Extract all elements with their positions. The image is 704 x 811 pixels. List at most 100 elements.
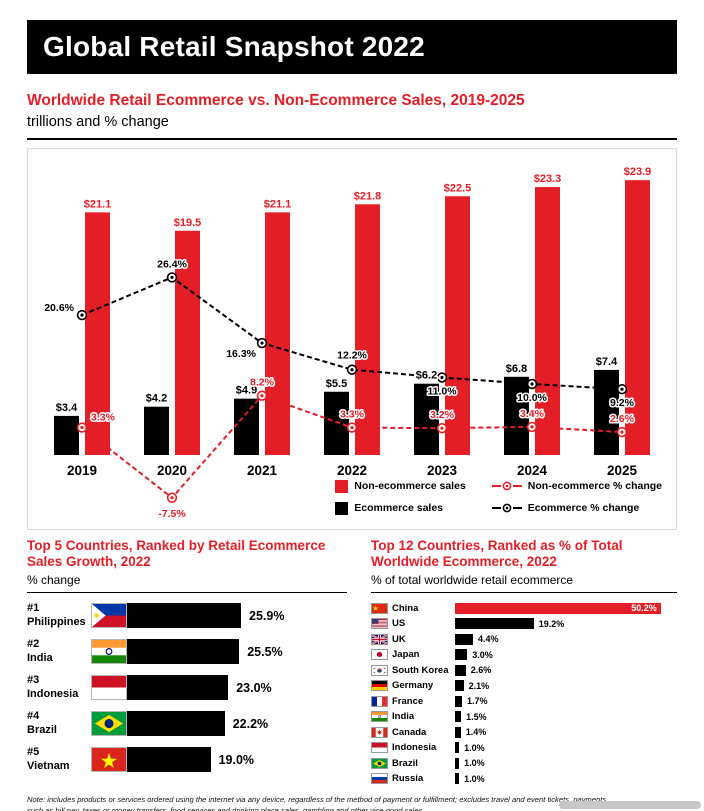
chart-legend: Non-ecommerce sales Non-ecommerce % chang… <box>335 479 662 515</box>
line-marker-dot-icon <box>350 425 354 429</box>
country-label: South Korea <box>392 664 449 676</box>
year-label: 2024 <box>517 463 548 478</box>
top5-subtitle: % change <box>27 572 81 587</box>
rank-country-label: #4 Brazil <box>27 710 91 738</box>
flag-brazil-icon <box>371 757 388 769</box>
share-value: 1.0% <box>464 758 485 769</box>
ecommerce-bar-value: $3.4 <box>56 401 78 413</box>
share-bar <box>455 773 460 785</box>
rank-country-label: #3 Indonesia <box>27 674 91 702</box>
non-ecommerce-bar-value: $21.8 <box>354 190 382 202</box>
country-label: UK <box>392 633 406 645</box>
top12-share-section: Top 12 Countries, Ranked as % of Total W… <box>371 538 677 789</box>
share-value: 1.7% <box>467 696 488 707</box>
share-value: 2.6% <box>470 665 492 676</box>
flag-us-icon <box>371 618 388 630</box>
share-value: 1.4% <box>465 727 487 738</box>
horizontal-scrollbar-thumb[interactable] <box>559 801 701 809</box>
top5-growth-section: Top 5 Countries, Ranked by Retail Ecomme… <box>27 538 347 789</box>
ecommerce-bar-value: $5.5 <box>326 377 347 389</box>
line-marker-dot-icon <box>440 426 444 430</box>
year-label: 2022 <box>337 463 367 478</box>
non-ecommerce-bar <box>175 230 200 455</box>
flag-philippines-icon <box>91 603 127 629</box>
top12-row-germany: Germany 2.1% <box>371 680 677 692</box>
non-ecommerce-bar-value: $23.3 <box>534 173 562 185</box>
ecommerce-bar-value: $7.4 <box>596 355 618 367</box>
ecommerce-bar-value: $6.8 <box>506 362 527 374</box>
legend-non-ecommerce-change: Non-ecommerce % change <box>491 480 662 493</box>
non-ecommerce-bar-value: $22.5 <box>444 182 472 194</box>
share-bar <box>455 726 461 738</box>
rank-country-label: #5 Vietnam <box>27 746 91 774</box>
ecommerce-change-value: 10.0% <box>517 392 547 404</box>
top12-row-japan: Japan 3.0% <box>371 649 677 661</box>
country-cell: France <box>371 695 455 707</box>
ecommerce-bar <box>54 415 79 455</box>
country-label: Vietnam <box>27 759 70 772</box>
growth-value: 19.0% <box>218 752 255 767</box>
top12-row-uk: UK 4.4% <box>371 633 677 645</box>
line-marker-dot-icon <box>620 387 624 391</box>
flag-japan-icon <box>371 649 388 661</box>
page-header: Global Retail Snapshot 2022 <box>27 20 677 74</box>
share-bar <box>455 664 466 676</box>
flag-indonesia-icon <box>371 742 388 754</box>
legend-line-icon <box>491 503 522 513</box>
share-value: 1.5% <box>466 711 487 722</box>
line-marker-dot-icon <box>620 430 624 434</box>
share-bar <box>455 649 468 661</box>
flag-south-korea-icon <box>371 664 388 676</box>
country-cell: Canada <box>371 726 455 738</box>
top12-row-us: US 19.2% <box>371 618 677 630</box>
year-label: 2019 <box>67 463 97 478</box>
legend-label: Non-ecommerce % change <box>527 480 662 493</box>
country-label: France <box>392 695 424 707</box>
line-marker-dot-icon <box>170 275 174 279</box>
country-label: India <box>27 651 53 664</box>
share-value: 19.2% <box>538 618 565 629</box>
title-rule <box>27 591 347 593</box>
share-bar <box>455 618 534 630</box>
year-label: 2020 <box>157 463 187 478</box>
growth-bar <box>127 639 240 665</box>
share-value: 3.0% <box>472 649 493 660</box>
footnote-line2: such as bill pay, taxes or money transfe… <box>27 805 423 811</box>
bottom-charts: Top 5 Countries, Ranked by Retail Ecomme… <box>27 538 677 789</box>
rank-country-label: #1 Philippines <box>27 602 91 630</box>
growth-value: 22.2% <box>232 716 269 731</box>
ecommerce-bar <box>414 383 439 455</box>
country-label: Brazil <box>392 757 418 769</box>
non-ecommerce-change-value: 8.2% <box>250 376 275 388</box>
year-label: 2021 <box>247 463 278 478</box>
line-marker-dot-icon <box>440 375 444 379</box>
top5-title: Top 5 Countries, Ranked by Retail Ecomme… <box>27 537 326 569</box>
flag-indonesia-icon <box>91 675 127 701</box>
ecommerce-bar <box>234 398 259 455</box>
country-label: India <box>392 711 415 723</box>
non-ecommerce-bar <box>625 179 650 455</box>
country-cell: Brazil <box>371 757 455 769</box>
ecommerce-change-value: 20.6% <box>44 302 74 314</box>
rank-label: #5 <box>27 746 40 759</box>
non-ecommerce-bar-value: $21.1 <box>264 198 292 210</box>
footnote-line1: Note: includes products or services orde… <box>27 794 607 804</box>
country-label: Japan <box>392 649 420 661</box>
non-ecommerce-bar-value: $19.5 <box>174 216 202 228</box>
top12-row-france: France 1.7% <box>371 695 677 707</box>
country-cell: Germany <box>371 680 455 692</box>
share-bar <box>455 680 464 692</box>
legend-label: Ecommerce % change <box>527 502 640 515</box>
ecommerce-change-value: 9.2% <box>610 397 635 409</box>
top12-row-brazil: Brazil 1.0% <box>371 757 677 769</box>
non-ecommerce-bar <box>535 186 560 455</box>
share-bar <box>455 695 462 707</box>
year-label: 2023 <box>427 463 458 478</box>
non-ecommerce-bar <box>445 195 470 455</box>
title-rule <box>27 137 677 140</box>
combo-chart-card: $3.4 $21.1 2019 $4.2 $19.5 2020 $4.9 $21.1 2021 $… <box>27 147 677 530</box>
ecommerce-bar-value: $6.2 <box>416 369 437 381</box>
top5-row-philippines: #1 Philippines 25.9% <box>27 602 347 630</box>
growth-bar <box>127 711 225 737</box>
country-cell: UK <box>371 633 455 645</box>
